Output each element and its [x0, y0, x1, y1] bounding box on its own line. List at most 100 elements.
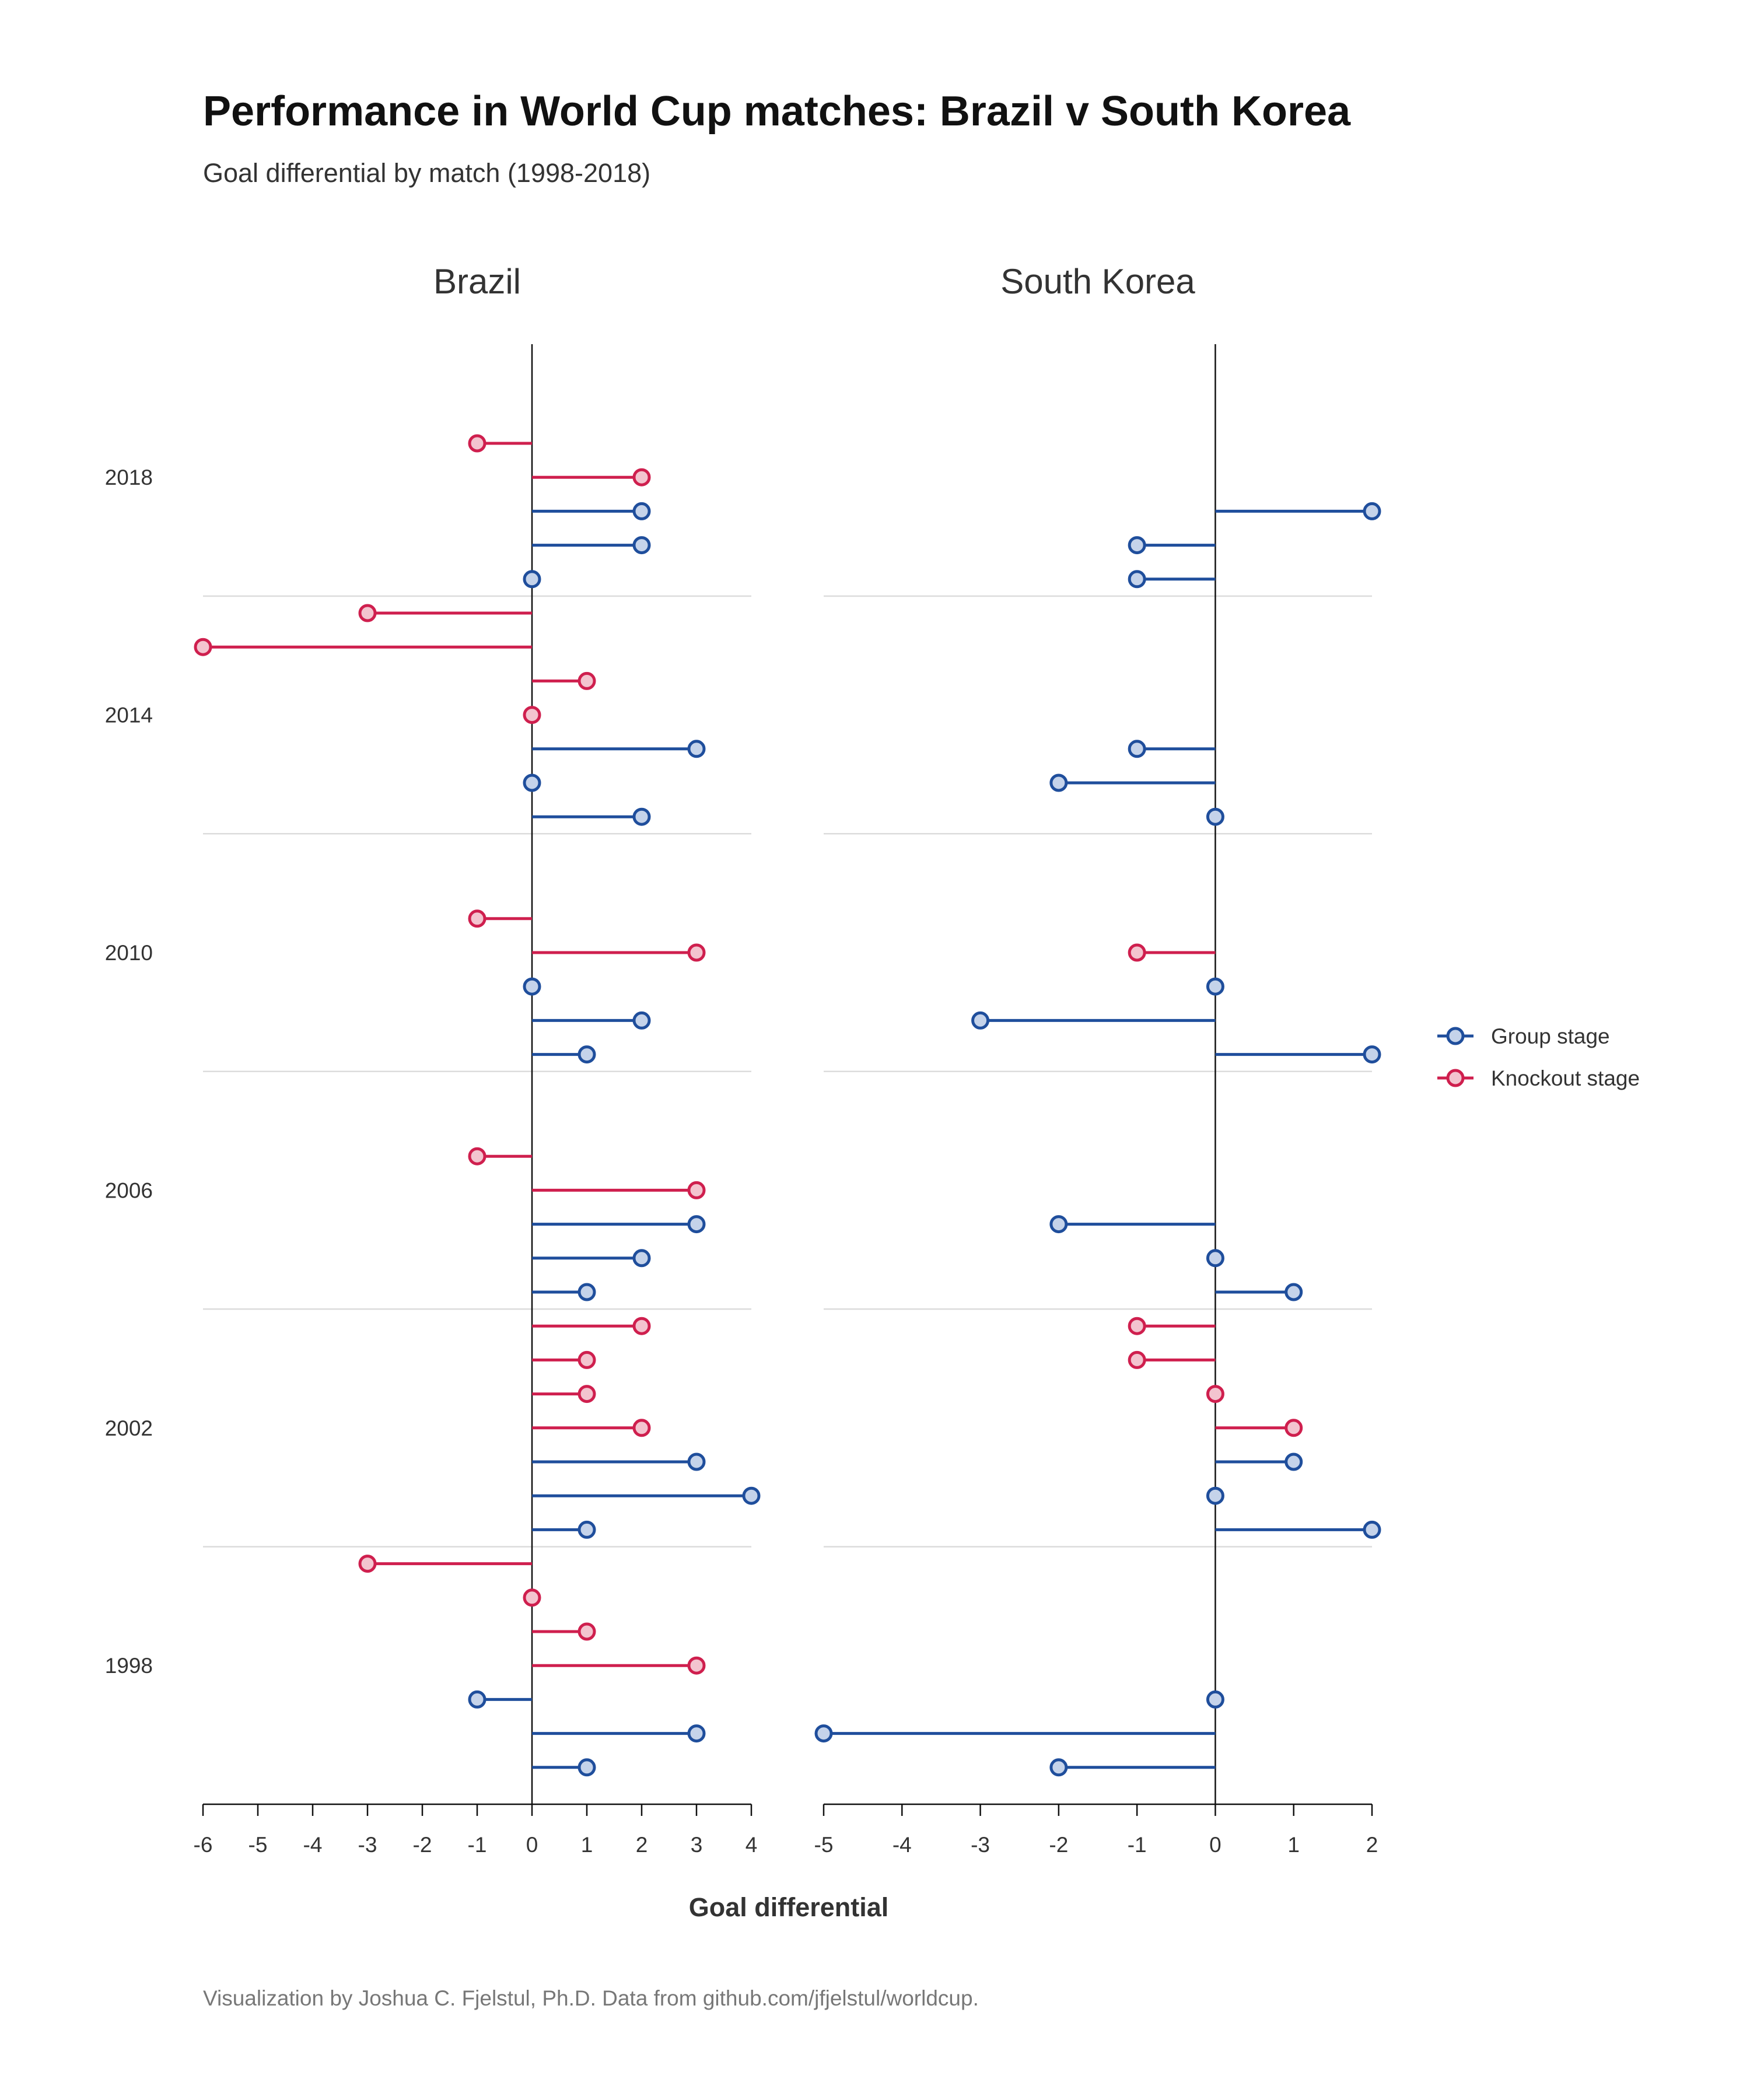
- lollipop-point: [1284, 1283, 1303, 1301]
- lollipop-point: [632, 502, 651, 520]
- lollipop-point: [523, 977, 541, 996]
- lollipop-point: [1128, 570, 1146, 589]
- lollipop-point: [523, 774, 541, 792]
- legend-key-point: [1446, 1027, 1465, 1045]
- lollipop-point: [971, 1011, 990, 1030]
- lollipop-point: [1206, 977, 1224, 996]
- lollipop-point: [632, 1011, 651, 1030]
- lollipop-point: [578, 1622, 596, 1641]
- lollipop-point: [1206, 1486, 1224, 1505]
- x-tick-label: -5: [249, 1833, 268, 1857]
- x-tick-label: -1: [468, 1833, 487, 1857]
- lollipop-point: [1206, 1385, 1224, 1404]
- lollipop-point: [687, 943, 706, 962]
- x-tick-label: 3: [691, 1833, 703, 1857]
- lollipop-point: [1363, 502, 1381, 520]
- lollipop-point: [687, 740, 706, 758]
- chart-subtitle: Goal differential by match (1998-2018): [203, 158, 650, 188]
- lollipop-point: [1363, 1520, 1381, 1539]
- legend-label: Knockout stage: [1491, 1066, 1640, 1090]
- year-label: 2002: [105, 1416, 153, 1440]
- lollipop-point: [523, 706, 541, 724]
- lollipop-point: [814, 1724, 833, 1743]
- lollipop-point: [1128, 1350, 1146, 1369]
- x-tick-label: -2: [1049, 1833, 1068, 1857]
- year-label: 2014: [105, 704, 153, 727]
- lollipop-point: [1363, 1045, 1381, 1064]
- x-tick-label: -4: [303, 1833, 323, 1857]
- lollipop-point: [578, 671, 596, 690]
- x-tick-label: -3: [358, 1833, 377, 1857]
- lollipop-point: [1049, 1758, 1068, 1777]
- lollipop-point: [632, 1317, 651, 1335]
- lollipop-point: [523, 1588, 541, 1607]
- x-tick-label: 2: [1366, 1833, 1378, 1857]
- lollipop-point: [468, 434, 487, 453]
- lollipop-point: [1128, 740, 1146, 758]
- year-label: 2018: [105, 466, 153, 489]
- lollipop-point: [1206, 1690, 1224, 1709]
- lollipop-point: [578, 1045, 596, 1064]
- x-tick-label: 4: [746, 1833, 758, 1857]
- legend-label: Group stage: [1491, 1024, 1610, 1048]
- x-tick-label: 0: [526, 1833, 538, 1857]
- lollipop-point: [194, 638, 212, 656]
- lollipop-point: [358, 604, 377, 622]
- x-tick-label: -5: [814, 1833, 834, 1857]
- facet-panels: Brazil -6 -5 -4 -3 -2 -1 0 1 2 3 4 South Korea -5 -4 -3…: [194, 262, 1381, 1857]
- lollipop-point: [632, 536, 651, 555]
- lollipop-point: [468, 909, 487, 928]
- chart-title: Performance in World Cup matches: Brazil…: [203, 88, 1351, 135]
- lollipop-point: [1206, 1249, 1224, 1268]
- facet-title: South Korea: [1000, 262, 1195, 301]
- lollipop-point: [578, 1283, 596, 1301]
- lollipop-point: [632, 468, 651, 487]
- year-labels: 2018 2014 2010 2006 2002 1998: [105, 466, 153, 1678]
- chart-caption: Visualization by Joshua C. Fjelstul, Ph.…: [203, 1986, 979, 2010]
- lollipop-point: [578, 1758, 596, 1777]
- lollipop-point: [1049, 1215, 1068, 1234]
- lollipop-point: [687, 1181, 706, 1199]
- x-tick-label: -3: [971, 1833, 990, 1857]
- lollipop-point: [1128, 943, 1146, 962]
- lollipop-point: [578, 1520, 596, 1539]
- panel-south-korea: South Korea -5 -4 -3 -2 -1 0 1 2: [814, 262, 1381, 1857]
- lollipop-point: [1049, 774, 1068, 792]
- x-tick-label: 2: [636, 1833, 648, 1857]
- lollipop-point: [687, 1724, 706, 1743]
- lollipop-point: [687, 1656, 706, 1675]
- lollipop-point: [358, 1555, 377, 1573]
- lollipop-point: [468, 1690, 487, 1709]
- lollipop-point: [1284, 1419, 1303, 1437]
- lollipop-point: [578, 1385, 596, 1404]
- lollipop-point: [632, 807, 651, 826]
- lollipop-point: [1284, 1452, 1303, 1471]
- legend-key-point: [1446, 1069, 1465, 1087]
- x-tick-label: -2: [413, 1833, 432, 1857]
- x-axis-title: Goal differential: [689, 1892, 889, 1922]
- lollipop-point: [1206, 807, 1224, 826]
- year-label: 2010: [105, 941, 153, 965]
- lollipop-point: [687, 1215, 706, 1234]
- x-tick-label: 1: [1287, 1833, 1300, 1857]
- lollipop-point: [523, 570, 541, 589]
- legend: Group stage Knockout stage: [1437, 1024, 1640, 1090]
- lollipop-point: [632, 1249, 651, 1268]
- lollipop-point: [742, 1486, 761, 1505]
- lollipop-point: [1128, 536, 1146, 555]
- x-tick-label: -4: [892, 1833, 912, 1857]
- x-tick-label: 1: [581, 1833, 593, 1857]
- lollipop-point: [578, 1350, 596, 1369]
- year-label: 1998: [105, 1654, 153, 1678]
- lollipop-point: [632, 1419, 651, 1437]
- lollipop-point: [687, 1452, 706, 1471]
- facet-title: Brazil: [433, 262, 521, 301]
- x-tick-label: -1: [1128, 1833, 1147, 1857]
- x-tick-label: -6: [194, 1833, 213, 1857]
- panel-brazil: Brazil -6 -5 -4 -3 -2 -1 0 1 2 3 4: [194, 262, 761, 1857]
- x-tick-label: 0: [1209, 1833, 1222, 1857]
- lollipop-point: [1128, 1317, 1146, 1335]
- lollipop-point: [468, 1147, 487, 1166]
- year-label: 2006: [105, 1178, 153, 1202]
